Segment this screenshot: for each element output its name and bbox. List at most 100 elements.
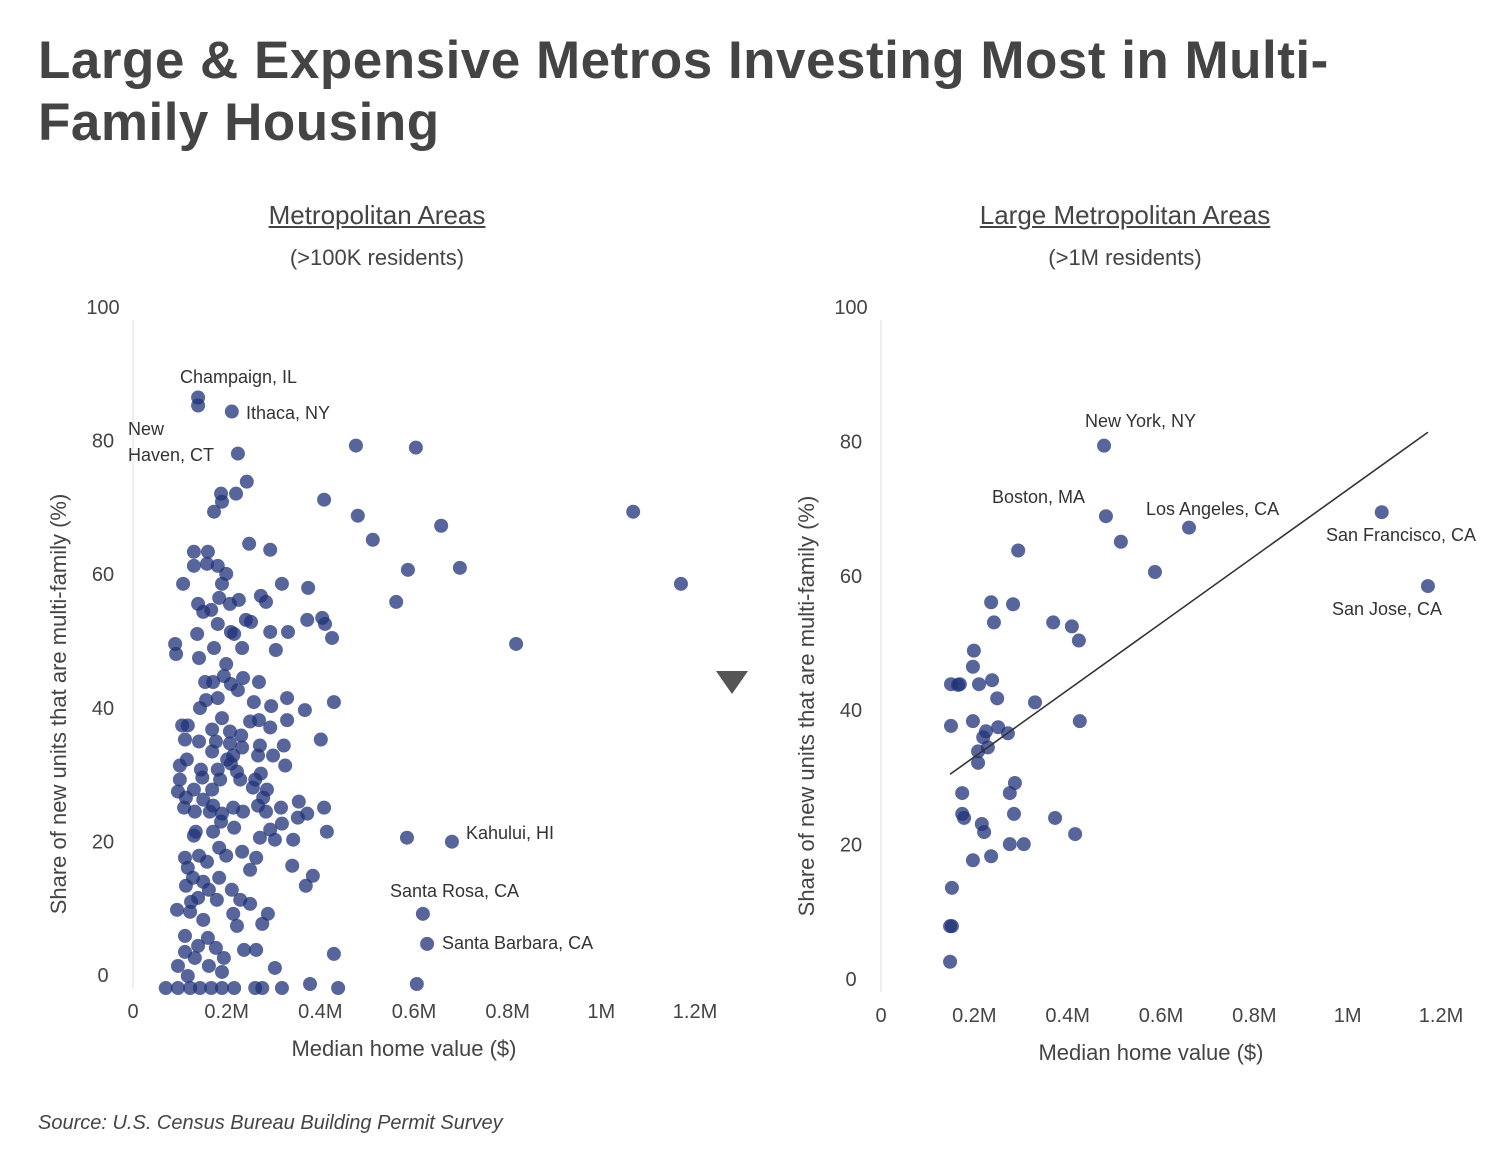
- data-point: [965, 659, 980, 674]
- data-point: [170, 958, 185, 973]
- data-point: [977, 825, 992, 840]
- data-point: [214, 964, 229, 979]
- data-point: [227, 626, 242, 641]
- point-annotation: Champaign, IL: [180, 367, 297, 387]
- data-point: [1420, 579, 1435, 594]
- data-point: [297, 703, 312, 718]
- point-annotation: New: [128, 419, 165, 439]
- data-point: [957, 810, 972, 825]
- x-axis-label: Median home value ($): [291, 1036, 516, 1061]
- data-point: [1097, 438, 1112, 453]
- data-point: [1046, 615, 1061, 630]
- data-point: [971, 755, 986, 770]
- point-annotation: Kahului, HI: [466, 823, 554, 843]
- point-annotation: Boston, MA: [992, 487, 1085, 507]
- data-point: [200, 930, 215, 945]
- data-point: [276, 738, 291, 753]
- data-point: [235, 844, 250, 859]
- data-point: [192, 734, 207, 749]
- triangle-down-icon[interactable]: [716, 671, 748, 694]
- data-point: [205, 782, 220, 797]
- data-point: [267, 832, 282, 847]
- data-point: [210, 691, 225, 706]
- data-point: [673, 576, 688, 591]
- data-point: [214, 576, 229, 591]
- data-point: [226, 906, 241, 921]
- data-point: [239, 474, 254, 489]
- data-point: [180, 968, 195, 983]
- data-point: [219, 657, 234, 672]
- data-point: [303, 976, 318, 991]
- data-point: [200, 544, 215, 559]
- data-point: [326, 695, 341, 710]
- trend-line: [949, 431, 1429, 775]
- data-point: [204, 602, 219, 617]
- data-point: [274, 981, 289, 995]
- data-point: [944, 880, 959, 895]
- data-point: [305, 868, 320, 883]
- point-annotation: Los Angeles, CA: [1146, 499, 1279, 519]
- data-point: [285, 858, 300, 873]
- data-point: [192, 981, 207, 995]
- data-point: [266, 748, 281, 763]
- data-point: [177, 928, 192, 943]
- data-point: [170, 981, 185, 995]
- y-tick-label: 0: [845, 969, 856, 991]
- data-point: [1068, 827, 1083, 842]
- data-point: [263, 624, 278, 639]
- data-point: [219, 848, 234, 863]
- data-point: [444, 834, 459, 849]
- data-point: [300, 806, 315, 821]
- data-point: [319, 824, 334, 839]
- data-point: [389, 594, 404, 609]
- y-axis-label: Share of new units that are multi-family…: [46, 494, 71, 915]
- data-point: [434, 518, 449, 533]
- y-tick-label: 60: [840, 566, 862, 588]
- y-tick-label: 100: [834, 297, 867, 319]
- data-point: [210, 616, 225, 631]
- left-chart-heading: Metropolitan Areas (>100K residents): [127, 200, 627, 271]
- data-point: [255, 981, 270, 995]
- data-point: [202, 804, 217, 819]
- data-point: [222, 724, 237, 739]
- y-tick-label: 80: [840, 431, 862, 453]
- data-point: [944, 919, 959, 934]
- data-point: [1147, 565, 1162, 579]
- data-point: [274, 816, 289, 831]
- left-chart-title: Metropolitan Areas: [268, 200, 486, 230]
- x-tick-label: 1M: [1334, 1005, 1362, 1027]
- data-point: [205, 722, 220, 737]
- data-point: [214, 494, 229, 509]
- data-point: [984, 595, 999, 610]
- point-annotation: San Francisco, CA: [1326, 525, 1476, 545]
- data-point: [234, 728, 249, 743]
- data-point: [242, 536, 257, 551]
- data-point: [186, 558, 201, 573]
- data-point: [229, 486, 244, 501]
- data-point: [1072, 714, 1087, 729]
- data-point: [229, 918, 244, 933]
- data-point: [201, 958, 216, 973]
- data-point: [1113, 534, 1128, 549]
- data-point: [190, 626, 205, 641]
- data-point: [206, 675, 221, 690]
- data-point: [399, 830, 414, 845]
- x-tick-label: 0.6M: [1139, 1005, 1183, 1027]
- data-point: [1098, 509, 1113, 524]
- data-point: [317, 800, 332, 815]
- data-point: [224, 882, 239, 897]
- data-point: [951, 677, 965, 692]
- data-point: [243, 896, 258, 911]
- data-point: [192, 651, 207, 666]
- data-point: [243, 862, 258, 877]
- source-note: Source: U.S. Census Bureau Building Perm…: [38, 1112, 503, 1134]
- data-point: [246, 695, 261, 710]
- right-chart-heading: Large Metropolitan Areas (>1M residents): [875, 200, 1375, 271]
- data-point: [990, 691, 1005, 706]
- data-point: [227, 981, 242, 995]
- data-point: [326, 946, 341, 961]
- data-point: [300, 612, 315, 627]
- data-point: [251, 675, 266, 690]
